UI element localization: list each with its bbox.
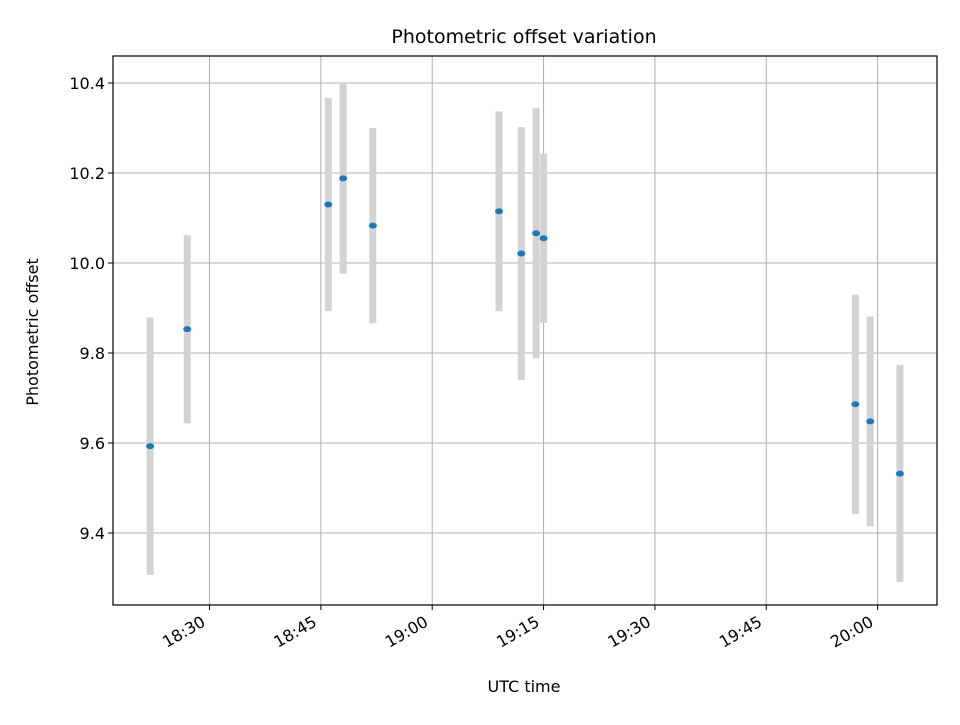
data-point [146, 443, 155, 450]
chart-title: Photometric offset variation [391, 26, 656, 48]
data-point [866, 418, 875, 425]
y-tick-label: 10.4 [69, 74, 105, 93]
data-point [368, 222, 377, 229]
data-point [895, 470, 904, 477]
data-point [532, 230, 541, 237]
y-tick-label: 10.0 [69, 254, 105, 273]
data-point [517, 250, 526, 257]
grid-layer [113, 56, 937, 605]
x-axis-label: UTC time [488, 677, 561, 696]
y-axis-ticks: 9.4 9.6 9.8 10.0 10.2 10.4 [69, 74, 113, 543]
y-tick-label: 9.6 [80, 434, 105, 453]
y-axis-label: Photometric offset [23, 258, 42, 406]
data-point [495, 208, 504, 215]
y-tick-label: 9.8 [80, 344, 105, 363]
plot-frame [112, 55, 938, 606]
y-tick-label: 9.4 [80, 524, 105, 543]
data-point [851, 401, 860, 408]
data-point [539, 235, 548, 242]
data-point [183, 326, 192, 333]
y-tick-label: 10.2 [69, 164, 105, 183]
data-point [324, 201, 333, 208]
marker-layer [146, 175, 904, 477]
data-point [339, 175, 348, 182]
